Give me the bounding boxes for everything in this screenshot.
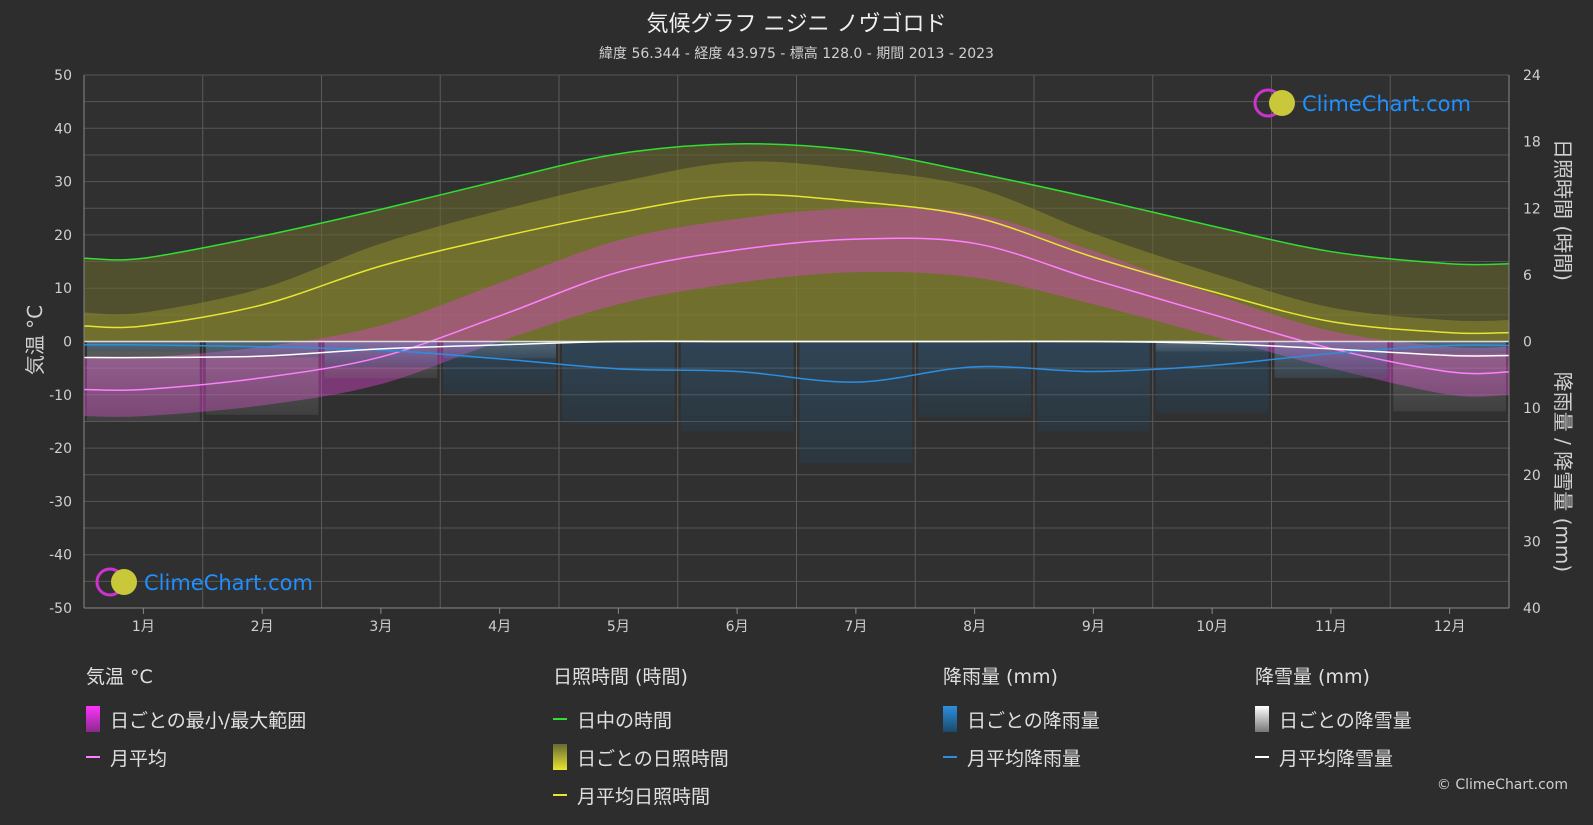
snow-avg-line <box>83 340 1510 359</box>
axes: 50 40 30 20 10 0 -10 -20 -30 -40 -50 24 18 12 6 0 10 20 30… <box>23 68 1575 635</box>
legend-temperature-avg: 月平均 <box>86 738 306 776</box>
chart-title: 気候グラフ ニジニ ノヴゴロド <box>646 12 947 37</box>
rain-daily-bars <box>205 341 319 358</box>
legend-snow-daily: 日ごとの降雪量 <box>1255 700 1412 738</box>
legend-snow-avg-label: 月平均降雪量 <box>1279 747 1394 770</box>
y-left-tick-label: 40 <box>54 121 72 137</box>
y-right-top-axis-title: 日照時間 (時間) <box>1551 139 1575 281</box>
climate-chart: 50 40 30 20 10 0 -10 -20 -30 -40 -50 24 18 12 6 0 10 20 30… <box>23 68 1575 635</box>
brand-logo-top: ClimeChart.com <box>1253 88 1471 118</box>
rain-daily-bars <box>680 341 794 432</box>
daylight-line <box>83 143 1510 266</box>
x-tick-label: 10月 <box>1196 619 1228 635</box>
rain-daily-bars <box>799 341 913 464</box>
temperature-avg-line <box>83 237 1510 392</box>
y-left-tick-label: -10 <box>49 388 72 404</box>
rain-daily-swatch <box>943 706 957 732</box>
legend-sunshine-daily: 日ごとの日照時間 <box>553 738 729 776</box>
y-right-tick-label: 6 <box>1523 268 1532 284</box>
sunshine-avg-line <box>83 193 1510 335</box>
snow-daily-bars <box>87 341 200 422</box>
legend-temperature: 気温 °C 日ごとの最小/最大範囲 月平均 <box>86 662 306 776</box>
chart-subtitle: 緯度 56.344 - 経度 43.975 - 標高 128.0 - 期間 20… <box>599 46 994 62</box>
rain-daily-bars <box>1393 341 1506 354</box>
y-right-tick-label: 18 <box>1523 135 1541 151</box>
sunshine-daily-swatch <box>553 744 567 770</box>
x-tick-label: 5月 <box>607 619 630 635</box>
brand-logos: ClimeChart.com ClimeChart.com <box>95 88 1471 597</box>
legend-rain: 降雨量 (mm) 日ごとの降雨量 月平均降雨量 <box>943 662 1100 776</box>
legend-sunshine-daylight: 日中の時間 <box>553 700 729 738</box>
legend-snow: 降雪量 (mm) 日ごとの降雪量 月平均降雪量 <box>1255 662 1412 776</box>
legend-temperature-header: 気温 °C <box>86 666 153 688</box>
y-right-tick-label: 10 <box>1523 401 1541 417</box>
y-left-tick-label: -30 <box>49 494 72 510</box>
legend-rain-avg-label: 月平均降雨量 <box>967 747 1082 770</box>
y-left-tick-label: 0 <box>63 335 72 351</box>
x-tick-label: 4月 <box>488 619 511 635</box>
y-right-tick-label: 20 <box>1523 468 1541 484</box>
x-tick-label: 3月 <box>369 619 392 635</box>
logo-sun-icon <box>1269 90 1295 116</box>
rain-avg-swatch <box>943 756 957 758</box>
legend-snow-avg: 月平均降雪量 <box>1255 738 1412 776</box>
y-left-tick-label: -20 <box>49 441 72 457</box>
y-left-tick-label: -40 <box>49 548 72 564</box>
legend-rain-header: 降雨量 (mm) <box>943 666 1058 688</box>
rain-daily-bars <box>918 341 1031 418</box>
snow-daily-swatch <box>1255 706 1269 732</box>
daylight-swatch <box>553 718 567 720</box>
x-tick-label: 2月 <box>251 619 274 635</box>
legend-rain-daily: 日ごとの降雨量 <box>943 700 1100 738</box>
y-left-tick-label: 20 <box>54 228 72 244</box>
legend-temperature-avg-label: 月平均 <box>110 747 168 770</box>
x-tick-label: 11月 <box>1315 619 1347 635</box>
y-right-tick-label: 40 <box>1523 601 1541 617</box>
y-left-axis-title: 気温 °C <box>23 305 47 375</box>
copyright-text: © ClimeChart.com <box>1436 777 1568 793</box>
snow-avg-swatch <box>1255 756 1269 758</box>
data-lines <box>83 143 1510 392</box>
legend-rain-avg: 月平均降雨量 <box>943 738 1100 776</box>
y-right-tick-label: 12 <box>1523 201 1541 217</box>
temperature-avg-swatch <box>86 756 100 758</box>
legend-sunshine-header: 日照時間 (時間) <box>553 666 688 688</box>
y-right-tick-label: 0 <box>1523 335 1532 351</box>
legend-temperature-range-label: 日ごとの最小/最大範囲 <box>110 709 307 732</box>
rain-daily-bars <box>1037 341 1150 432</box>
legend-sunshine-avg-label: 月平均日照時間 <box>577 785 711 808</box>
legend-daylight-label: 日中の時間 <box>577 709 673 732</box>
temperature-range-swatch <box>86 706 100 732</box>
y-right-tick-label: 24 <box>1523 68 1541 84</box>
x-tick-label: 9月 <box>1082 619 1105 635</box>
legend-rain-daily-label: 日ごとの降雨量 <box>967 709 1100 732</box>
legend-sunshine-daily-label: 日ごとの日照時間 <box>577 747 729 770</box>
brand-logo-bottom: ClimeChart.com <box>95 567 313 597</box>
legend-snow-daily-label: 日ごとの降雪量 <box>1279 709 1412 732</box>
x-tick-label: 6月 <box>726 619 749 635</box>
x-tick-label: 8月 <box>963 619 986 635</box>
x-tick-label: 7月 <box>844 619 867 635</box>
rain-daily-bars <box>443 341 556 394</box>
x-tick-label: 1月 <box>132 619 155 635</box>
y-left-tick-label: -50 <box>49 601 72 617</box>
rain-daily-bars <box>87 341 200 352</box>
logo-text: ClimeChart.com <box>1302 92 1471 116</box>
y-left-tick-label: 10 <box>54 281 72 297</box>
legend-snow-header: 降雪量 (mm) <box>1255 666 1370 688</box>
rain-daily-bars <box>1155 341 1269 414</box>
y-right-bottom-axis-title: 降雨量 / 降雪量 (mm) <box>1551 372 1575 572</box>
logo-sun-icon <box>111 569 137 595</box>
legend-sunshine-avg: 月平均日照時間 <box>553 776 729 814</box>
y-left-tick-label: 30 <box>54 175 72 191</box>
y-left-tick-label: 50 <box>54 68 72 84</box>
sunshine-avg-swatch <box>553 794 567 796</box>
y-right-tick-label: 30 <box>1523 534 1541 550</box>
legend-temperature-range: 日ごとの最小/最大範囲 <box>86 700 306 738</box>
logo-text: ClimeChart.com <box>144 571 313 595</box>
rain-daily-bars <box>562 341 675 424</box>
rain-avg-line <box>83 343 1510 383</box>
x-tick-label: 12月 <box>1434 619 1466 635</box>
legend-sunshine: 日照時間 (時間) 日中の時間 日ごとの日照時間 月平均日照時間 <box>553 662 729 814</box>
